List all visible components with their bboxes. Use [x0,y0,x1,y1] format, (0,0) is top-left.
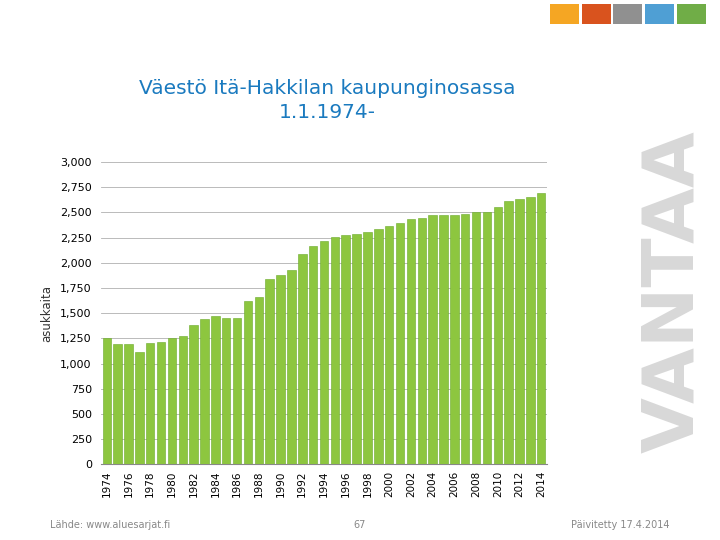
Bar [461,214,469,464]
Bar [298,254,307,464]
Bar [276,275,285,464]
Text: Väestö Itä-Hakkilan kaupunginosassa
1.1.1974-: Väestö Itä-Hakkilan kaupunginosassa 1.1.… [140,79,516,122]
Bar [146,343,155,464]
Bar [125,344,132,464]
Bar [200,319,209,464]
Bar [113,344,122,464]
Text: 67: 67 [354,520,366,530]
Text: Lähde: www.aluesarjat.fi: Lähde: www.aluesarjat.fi [50,520,171,530]
Bar [309,246,318,464]
Bar [341,235,350,464]
Bar [287,271,296,464]
Bar [428,215,437,464]
Bar [352,234,361,464]
Bar [102,339,111,464]
Bar [493,207,502,464]
Bar [222,318,230,464]
Bar [211,316,220,464]
Bar [418,218,426,464]
Bar [537,193,546,464]
Bar [439,215,448,464]
Bar [374,229,382,464]
Bar [407,219,415,464]
Text: VANTAA: VANTAA [639,130,708,453]
Bar [189,325,198,464]
Bar [233,318,241,464]
Bar [179,336,187,464]
Bar [135,352,143,464]
Bar [516,199,523,464]
Bar [157,342,166,464]
Bar [168,339,176,464]
Bar [385,226,393,464]
Bar [482,212,491,464]
Bar [244,301,252,464]
Y-axis label: asukkaita: asukkaita [40,285,53,342]
Bar [472,212,480,464]
Bar [505,201,513,464]
Bar [396,223,404,464]
Bar [450,215,459,464]
Bar [255,297,263,464]
Bar [266,279,274,464]
Bar [363,232,372,464]
Bar [330,237,339,464]
Bar [526,197,535,464]
Bar [320,241,328,464]
Text: Päivitetty 17.4.2014: Päivitetty 17.4.2014 [571,520,670,530]
